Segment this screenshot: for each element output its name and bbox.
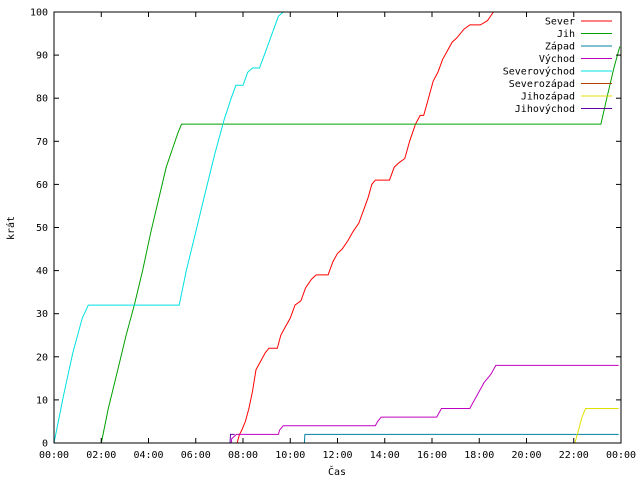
x-tick-label: 08:00 (228, 450, 258, 461)
x-tick-label: 14:00 (370, 450, 400, 461)
series-line-severovýchod (53, 11, 288, 444)
x-tick-label: 04:00 (133, 450, 163, 461)
legend-label: Východ (539, 53, 575, 65)
legend-label: Jihovýchod (515, 103, 575, 115)
series-line-jihozápad (574, 408, 619, 444)
legend-label: Západ (545, 41, 575, 53)
x-axis-label: Čas (328, 465, 346, 478)
legend-label: Sever (545, 17, 575, 28)
y-tick-label: 80 (36, 94, 48, 105)
y-tick-label: 100 (30, 8, 48, 19)
series-line-jih (100, 46, 621, 444)
x-tick-label: 06:00 (181, 450, 211, 461)
x-tick-label: 02:00 (86, 450, 116, 461)
y-tick-label: 30 (36, 309, 48, 320)
legend: SeverJihZápadVýchodSeverovýchodSeverozáp… (503, 17, 612, 115)
series-line-východ (230, 364, 619, 444)
y-tick-label: 0 (42, 439, 48, 450)
x-tick-label: 10:00 (275, 450, 305, 461)
x-tick-label: 00:00 (39, 450, 69, 461)
legend-label: Jihozápad (521, 91, 575, 103)
y-tick-label: 70 (36, 137, 48, 148)
y-tick-label: 10 (36, 395, 48, 406)
y-tick-label: 20 (36, 352, 48, 363)
x-tick-label: 18:00 (464, 450, 494, 461)
y-axis-label: krát (5, 216, 17, 240)
series-layer (53, 11, 621, 444)
y-tick-label: 60 (36, 180, 48, 191)
x-tick-label: 20:00 (511, 450, 541, 461)
y-tick-label: 40 (36, 266, 48, 277)
series-line-jihovýchod (229, 433, 235, 444)
x-tick-label: 12:00 (322, 450, 352, 461)
legend-label: Severovýchod (503, 66, 575, 78)
x-tick-label: 16:00 (417, 450, 447, 461)
ticks-layer: 0 10 20 30 40 50 60 70 80 90 100 00:00 02:00 04:00 06:… (30, 8, 636, 462)
x-tick-label: 00:00 (606, 450, 636, 461)
y-tick-label: 90 (36, 51, 48, 62)
series-line-západ (303, 433, 619, 444)
legend-label: Jih (557, 29, 575, 40)
legend-label: Severozápad (509, 78, 575, 90)
y-tick-label: 50 (36, 223, 48, 234)
series-line-sever (236, 11, 503, 444)
x-tick-label: 22:00 (559, 450, 589, 461)
